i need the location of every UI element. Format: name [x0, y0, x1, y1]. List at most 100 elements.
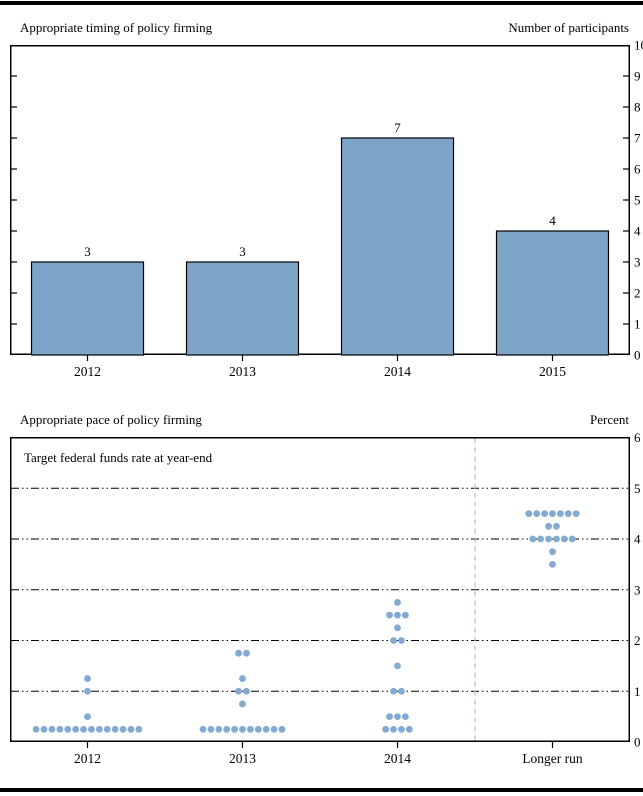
dot — [402, 713, 409, 721]
dot — [386, 713, 393, 721]
x-category-label: 2015 — [539, 364, 566, 379]
dot — [254, 725, 262, 733]
y-tick-label: 4 — [634, 532, 641, 547]
y-tick-label: 5 — [634, 193, 641, 208]
dot — [549, 560, 556, 568]
y-tick-label: 0 — [634, 348, 641, 363]
dot — [243, 687, 250, 695]
y-tick-label: 6 — [634, 430, 641, 445]
dot — [564, 510, 572, 518]
dot — [262, 725, 270, 733]
dot — [84, 713, 91, 721]
dot — [537, 535, 545, 543]
bar-2015 — [495, 230, 610, 356]
timing-bar-chart: 0 1 2 3 4 5 6 7 8 9 10 3 2012 3 2013 7 2014 4 2015 — [10, 38, 643, 379]
dot — [223, 725, 231, 733]
dot — [572, 510, 580, 518]
dot — [40, 725, 48, 733]
y-tick-label: 6 — [634, 162, 641, 177]
dot — [553, 535, 560, 543]
dots-Longer run — [525, 510, 580, 568]
dot — [394, 662, 401, 670]
dot — [533, 510, 541, 518]
bar-value-label: 3 — [84, 244, 91, 259]
bar-value-label: 3 — [239, 244, 246, 259]
pace-plot-frame — [10, 437, 630, 742]
dots-2012 — [32, 675, 143, 733]
dot — [103, 725, 111, 733]
pace-dot-plot: 0 1 2 3 4 5 6 2012 2013 2014 Longer run — [10, 430, 641, 766]
dot — [199, 725, 207, 733]
bar-value-label: 7 — [394, 120, 401, 135]
timing-chart-unit-label: Number of participants — [508, 20, 629, 35]
dot — [557, 510, 564, 518]
dot — [239, 700, 246, 708]
dot — [235, 649, 242, 657]
dot — [270, 725, 278, 733]
dot — [545, 535, 552, 543]
x-category-label: 2014 — [384, 364, 411, 379]
dot — [56, 725, 64, 733]
bottom-rule — [0, 788, 643, 792]
dot — [231, 725, 239, 733]
y-tick-label: 10 — [634, 38, 643, 53]
pace-chart-unit-label: Percent — [590, 412, 629, 427]
dot — [84, 687, 91, 695]
dot — [247, 725, 254, 733]
dot — [394, 611, 401, 619]
dot — [390, 687, 397, 695]
dot — [402, 611, 409, 619]
dot — [95, 725, 103, 733]
dot — [235, 687, 242, 695]
dot — [48, 725, 56, 733]
y-tick-label: 8 — [634, 100, 641, 115]
dot — [405, 725, 413, 733]
y-tick-label: 3 — [634, 255, 641, 270]
dot — [398, 687, 405, 695]
x-category-label: 2012 — [74, 364, 101, 379]
dot — [394, 599, 401, 606]
x-category-label: 2012 — [74, 751, 101, 766]
dot — [72, 725, 80, 733]
timing-chart-header: Appropriate timing of policy firming Num… — [20, 20, 629, 35]
dot — [545, 522, 552, 530]
y-tick-label: 7 — [634, 131, 641, 146]
y-tick-label: 4 — [634, 224, 641, 239]
timing-plot-frame — [10, 45, 630, 355]
dots-2014 — [382, 599, 413, 733]
dot — [32, 725, 40, 733]
x-category-label: 2014 — [384, 751, 411, 766]
dot — [390, 637, 397, 644]
y-tick-label: 3 — [634, 582, 641, 597]
dot — [84, 675, 91, 682]
timing-chart-title: Appropriate timing of policy firming — [20, 20, 213, 35]
dot — [135, 725, 143, 733]
y-tick-label: 2 — [634, 633, 641, 648]
dot — [239, 725, 246, 733]
dot — [243, 649, 250, 657]
dot — [553, 522, 560, 530]
y-tick-label: 0 — [634, 735, 641, 750]
dot — [382, 725, 390, 733]
dot — [525, 510, 533, 518]
bar-2012 — [30, 261, 145, 356]
pace-chart-title: Appropriate pace of policy firming — [20, 412, 202, 427]
pace-chart-header: Appropriate pace of policy firming Perce… — [20, 412, 629, 427]
dot — [239, 675, 246, 682]
y-tick-label: 5 — [634, 481, 641, 496]
dot — [568, 535, 576, 543]
x-category-label: 2013 — [229, 751, 256, 766]
dot — [398, 725, 405, 733]
dot — [386, 611, 393, 619]
dot — [529, 535, 537, 543]
top-rule — [0, 1, 643, 5]
dot — [560, 535, 568, 543]
bar-value-label: 4 — [549, 213, 556, 228]
bar-2013 — [185, 261, 300, 356]
y-tick-label: 2 — [634, 286, 641, 301]
dot — [119, 725, 127, 733]
dot — [390, 725, 397, 733]
dot — [398, 637, 405, 644]
dot — [549, 548, 556, 556]
